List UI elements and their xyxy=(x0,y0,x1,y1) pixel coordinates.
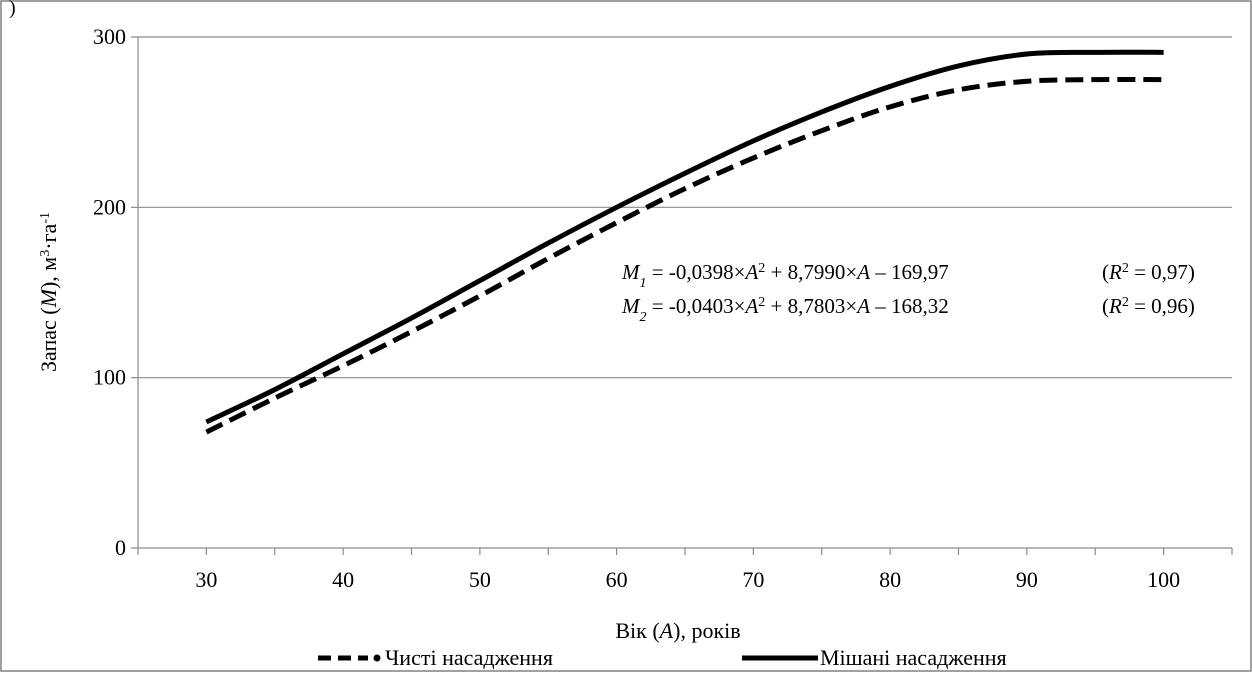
equation-1: M1 = -0,0398×A2 + 8,7990×A – 169,97 xyxy=(621,260,949,291)
tick-labels: 0 100 200 300 30 40 50 60 70 80 90 100 xyxy=(93,24,1180,592)
x-tick-label-40: 40 xyxy=(332,567,354,592)
r-squared-1: (R2 = 0,97) xyxy=(1102,260,1195,284)
x-tick-label-90: 90 xyxy=(1016,567,1038,592)
x-tick-label-80: 80 xyxy=(879,567,901,592)
y-tick-label-200: 200 xyxy=(93,194,126,219)
x-axis-label: Вік (A), років xyxy=(615,618,740,643)
axes xyxy=(131,36,1233,555)
gridlines xyxy=(138,36,1232,379)
legend-marker-pure xyxy=(373,654,381,662)
legend: Чисті насадження Мішані насадження xyxy=(318,645,1007,670)
x-tick-label-70: 70 xyxy=(742,567,764,592)
y-tick-label-100: 100 xyxy=(93,365,126,390)
legend-label-pure: Чисті насадження xyxy=(385,645,553,670)
series-line-pure xyxy=(205,76,1164,435)
x-tick-label-50: 50 xyxy=(469,567,491,592)
equation-annotation-1: M1 = -0,0398×A2 + 8,7990×A – 169,97 (R2 … xyxy=(621,260,1195,291)
equation-2: M2 = -0,0403×A2 + 8,7803×A – 168,32 xyxy=(621,294,949,325)
x-tick-label-60: 60 xyxy=(606,567,628,592)
r-squared-2: (R2 = 0,96) xyxy=(1102,294,1195,318)
y-tick-label-300: 300 xyxy=(93,24,126,49)
legend-item-mixed: Мішані насадження xyxy=(742,645,1007,670)
series-line-mixed xyxy=(205,49,1164,425)
x-tick-label-100: 100 xyxy=(1147,567,1180,592)
legend-item-pure: Чисті насадження xyxy=(318,645,553,670)
x-tick-label-30: 30 xyxy=(195,567,217,592)
corner-mark: ) xyxy=(9,0,16,19)
legend-label-mixed: Мішані насадження xyxy=(820,645,1007,670)
series-lines xyxy=(205,49,1164,435)
equation-annotation-2: M2 = -0,0403×A2 + 8,7803×A – 168,32 (R2 … xyxy=(621,294,1195,325)
y-tick-label-0: 0 xyxy=(115,535,126,560)
y-axis-label: Запас (M), м3·га-1 xyxy=(36,212,61,372)
